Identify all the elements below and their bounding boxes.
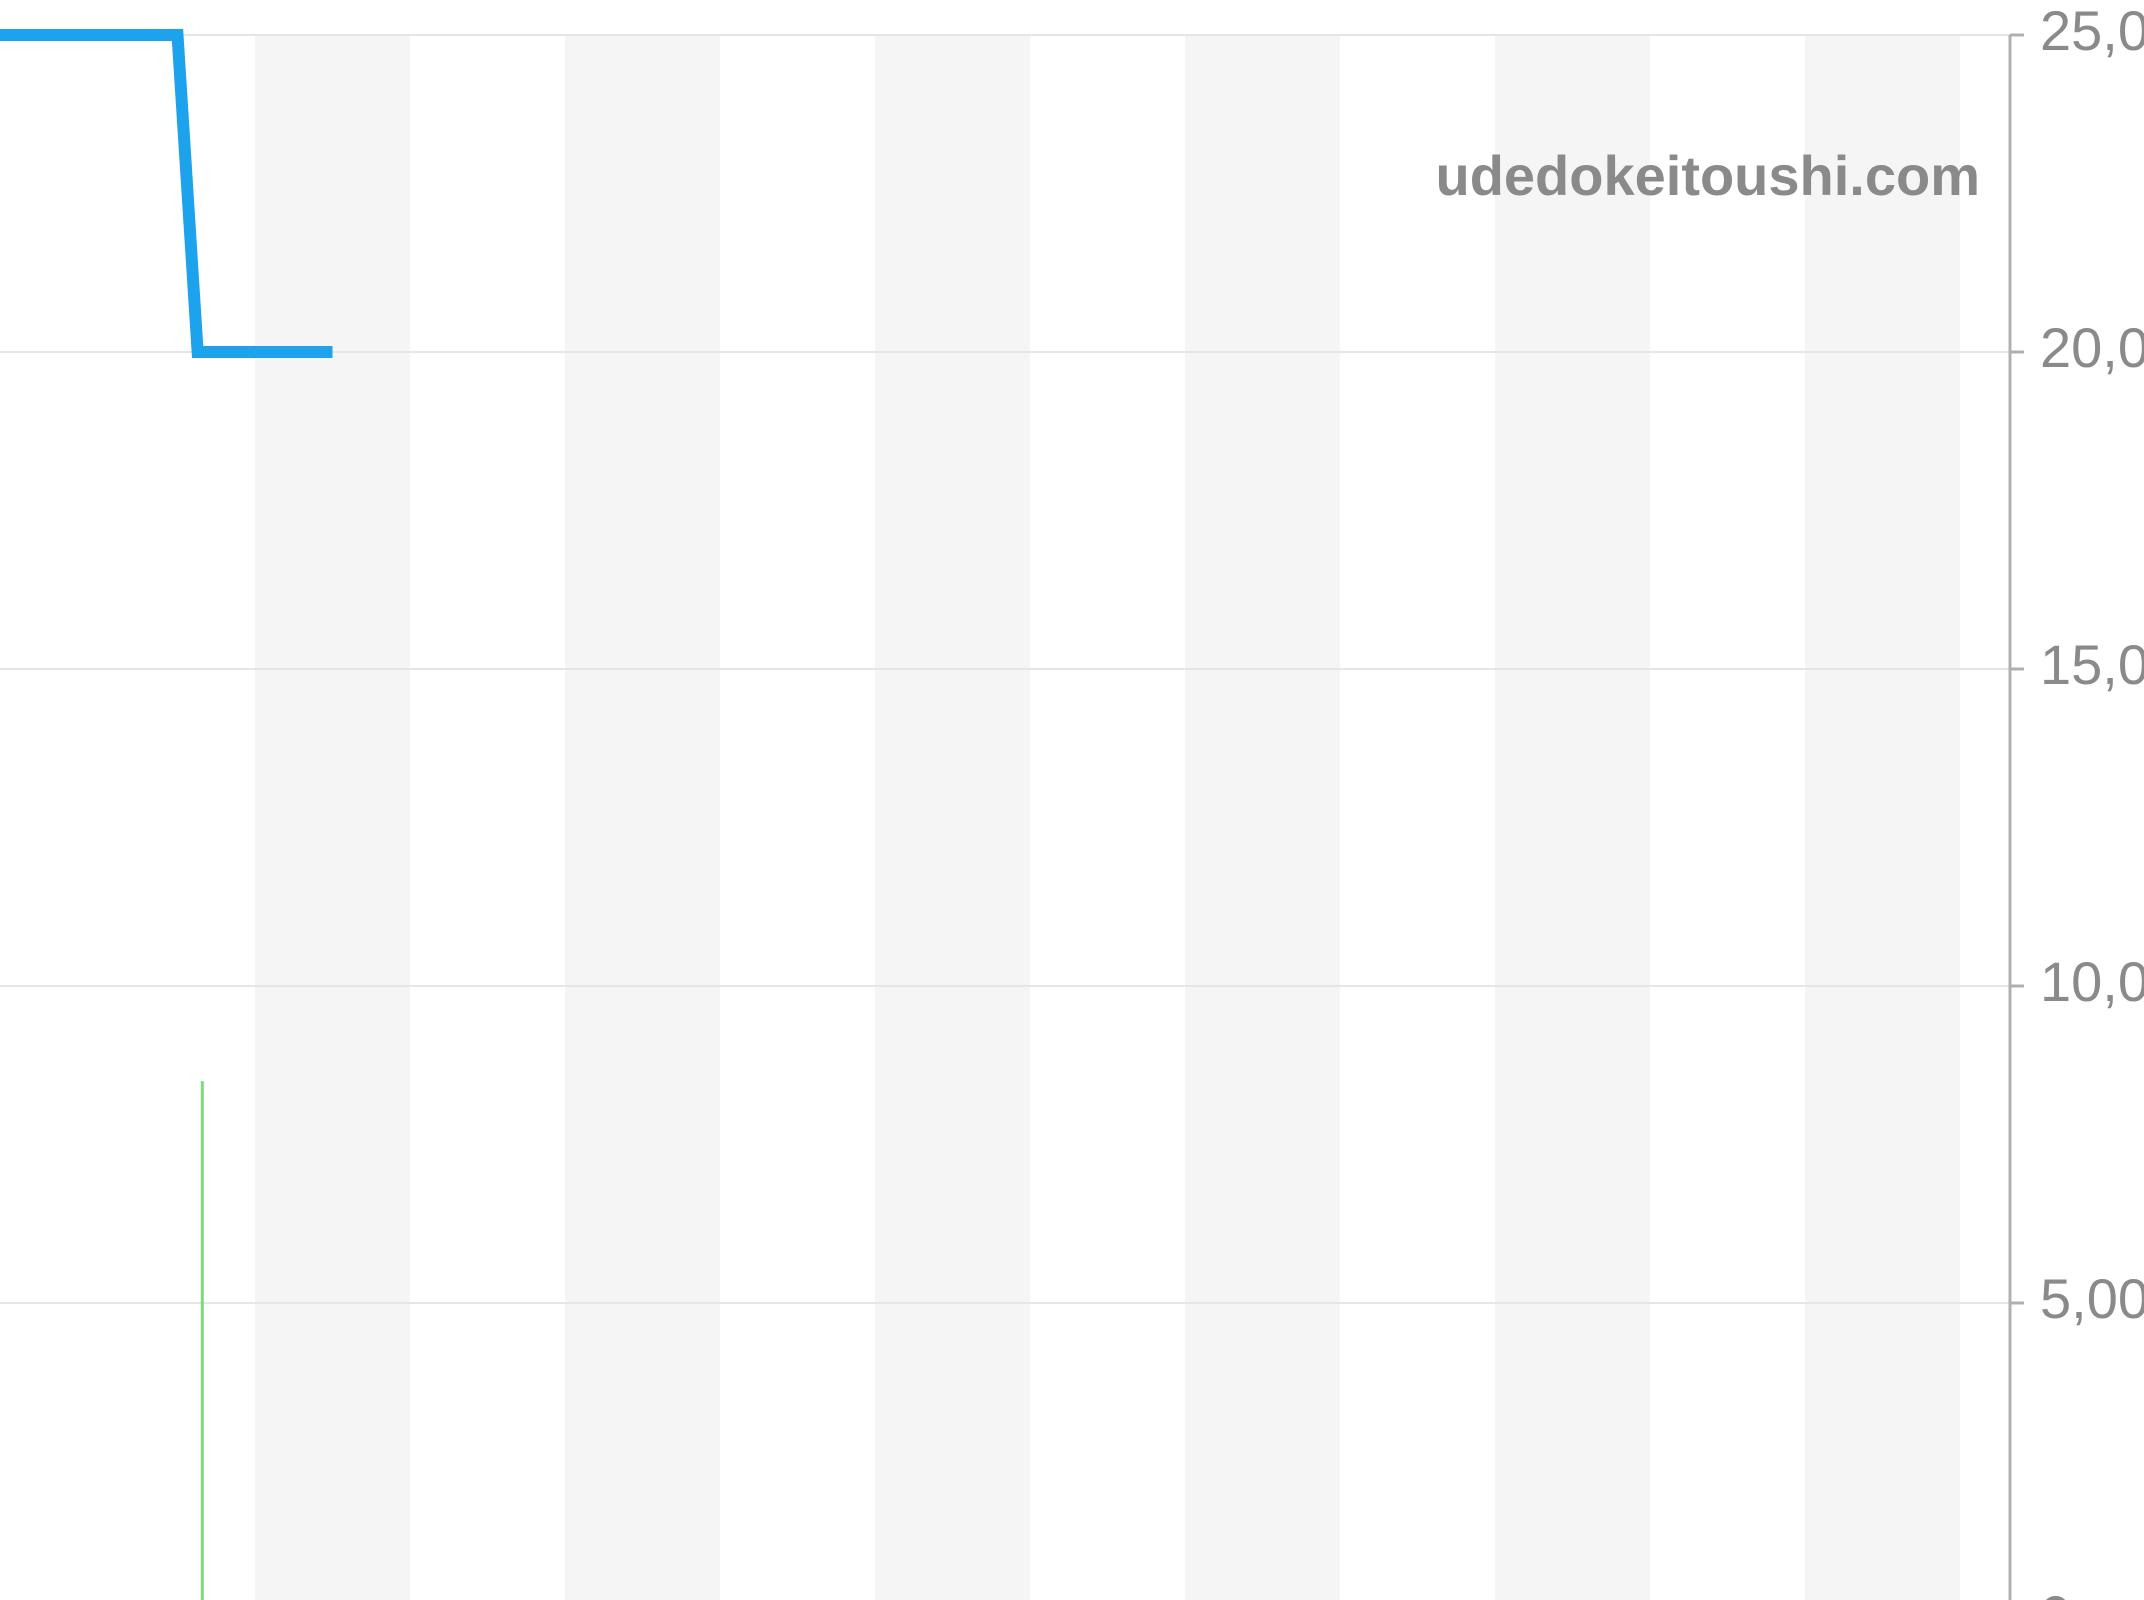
y-tick-label: 5,000,000 [2040, 1267, 2144, 1330]
y-tick-label: 15,000,000 [2040, 633, 2144, 696]
price-chart: 0 5,000,000 10,000,000 15,000,000 20,000,000… [0, 0, 2144, 1600]
watermark-text: udedokeitoushi.com [1436, 144, 1981, 207]
chart-svg: 0 5,000,000 10,000,000 15,000,000 20,000,000… [0, 0, 2144, 1600]
y-tick-label: 0 [2040, 1584, 2071, 1600]
y-tick-label: 25,000,000 [2040, 0, 2144, 62]
y-tick-label: 10,000,000 [2040, 950, 2144, 1013]
y-tick-label: 20,000,000 [2040, 316, 2144, 379]
